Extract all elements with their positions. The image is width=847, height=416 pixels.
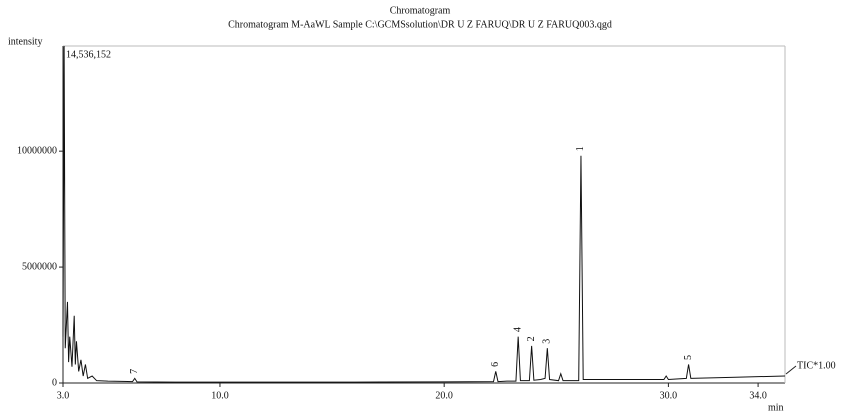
y-axis-label: intensity <box>8 36 42 47</box>
trace-label: TIC*1.00 <box>797 360 836 371</box>
peak-label: 7 <box>129 369 140 374</box>
peak-label: 3 <box>542 339 553 344</box>
x-tick-label: 3.0 <box>57 390 70 401</box>
y-tick-label: 10000000 <box>17 145 57 156</box>
y-tick-label: 0 <box>52 377 57 388</box>
x-tick-label: 20.0 <box>435 390 453 401</box>
x-tick-label: 10.0 <box>211 390 229 401</box>
x-axis-label: min <box>768 402 784 413</box>
max-label: 14,536,152 <box>66 49 111 60</box>
peak-label: 6 <box>490 362 501 367</box>
trace-line <box>62 45 786 383</box>
peak-label: 1 <box>575 146 586 151</box>
x-tick-label: 34.0 <box>749 390 767 401</box>
trace-leader <box>785 365 797 375</box>
peak-label: 2 <box>526 336 537 341</box>
peak-label: 5 <box>683 355 694 360</box>
chart-title: Chromatogram <box>390 5 451 16</box>
chart-subtitle: Chromatogram M-AaWL Sample C:\GCMSsoluti… <box>228 19 612 30</box>
x-tick-label: 30.0 <box>660 390 678 401</box>
y-tick-label: 5000000 <box>22 261 57 272</box>
peak-label: 4 <box>512 327 523 332</box>
